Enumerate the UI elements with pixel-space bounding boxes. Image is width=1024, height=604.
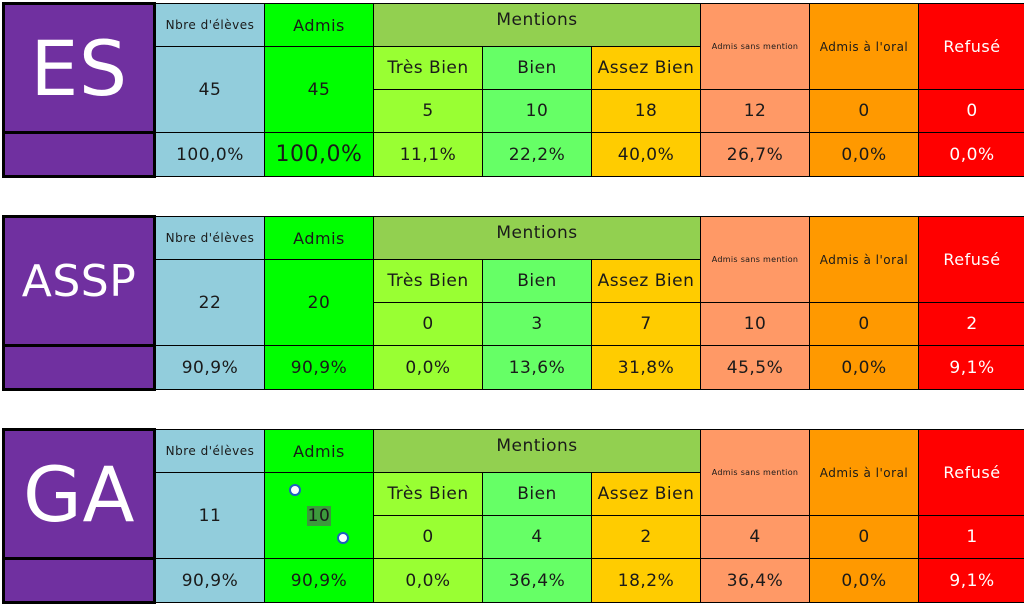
percent-sans-mention: 36,4% [700,558,811,603]
percent-sans-mention: 26,7% [700,132,811,177]
selected-text-box[interactable]: 10 [288,483,350,544]
header-admis: Admis [264,429,374,473]
count-oral: 0 [809,302,920,346]
header-nb-eleves: Nbre d'élèves [154,216,265,260]
stream-name: GA [23,449,135,539]
count-refuse: 2 [918,302,1024,346]
count-sans-mention: 12 [700,89,811,133]
stream-name-cell-bottom [2,132,156,178]
header-mentions: Mentions [372,216,702,260]
stream-name: ASSP [21,255,137,307]
count-admis: 45 [264,46,374,133]
count-admis: 20 [264,259,374,346]
percent-eleves: 90,9% [154,558,265,603]
resize-handle-top-left[interactable] [288,483,301,496]
percent-tres-bien: 11,1% [373,132,483,177]
count-eleves: 11 [154,472,265,559]
header-tres-bien: Très Bien [373,472,483,516]
percent-bien: 36,4% [482,558,592,603]
percent-oral: 0,0% [809,132,920,177]
count-oral: 0 [809,89,920,133]
header-assez-bien: Assez Bien [590,46,702,90]
percent-assez-bien: 31,8% [590,345,702,390]
header-bien: Bien [482,46,592,90]
percent-admis: 90,9% [264,558,374,603]
count-admis-cell[interactable]: 10 [264,472,374,559]
count-refuse: 1 [918,515,1024,559]
header-refuse: Refusé [918,3,1024,90]
count-tres-bien: 5 [373,89,483,133]
header-refuse: Refusé [918,429,1024,516]
header-admis: Admis [264,216,374,260]
count-sans-mention: 10 [700,302,811,346]
header-admis-oral: Admis à l'oral [809,216,920,303]
percent-assez-bien: 18,2% [590,558,702,603]
header-tres-bien: Très Bien [373,259,483,303]
percent-bien: 22,2% [482,132,592,177]
count-refuse: 0 [918,89,1024,133]
percent-bien: 13,6% [482,345,592,390]
results-table-ga: GA Nbre d'élèves Admis Mentions Admis sa… [2,428,1024,604]
resize-handle-bottom-right[interactable] [337,531,350,544]
percent-tres-bien: 0,0% [373,558,483,603]
header-mentions: Mentions [372,3,702,47]
header-assez-bien: Assez Bien [590,259,702,303]
header-bien: Bien [482,259,592,303]
percent-refuse: 0,0% [918,132,1024,177]
count-eleves: 22 [154,259,265,346]
percent-eleves: 90,9% [154,345,265,390]
count-eleves: 45 [154,46,265,133]
results-table-es: ES Nbre d'élèves Admis Mentions Admis sa… [2,2,1024,178]
stream-name-cell-bottom [2,345,156,391]
header-bien: Bien [482,472,592,516]
stream-name: ES [30,23,128,113]
percent-eleves: 100,0% [154,132,265,177]
header-admis-sans-mention: Admis sans mention [700,216,811,303]
percent-admis: 100,0% [264,132,374,177]
stream-name-cell: ES [2,2,156,134]
count-sans-mention: 4 [700,515,811,559]
count-assez-bien: 2 [590,515,702,559]
percent-admis: 90,9% [264,345,374,390]
header-admis-sans-mention: Admis sans mention [700,3,811,90]
stream-name-cell: GA [2,428,156,560]
count-bien: 3 [482,302,592,346]
percent-tres-bien: 0,0% [373,345,483,390]
percent-oral: 0,0% [809,345,920,390]
results-table-assp: ASSP Nbre d'élèves Admis Mentions Admis … [2,215,1024,391]
header-tres-bien: Très Bien [373,46,483,90]
percent-assez-bien: 40,0% [590,132,702,177]
count-bien: 10 [482,89,592,133]
header-refuse: Refusé [918,216,1024,303]
percent-refuse: 9,1% [918,345,1024,390]
header-admis: Admis [264,3,374,47]
percent-refuse: 9,1% [918,558,1024,603]
percent-oral: 0,0% [809,558,920,603]
header-admis-oral: Admis à l'oral [809,3,920,90]
stream-name-cell: ASSP [2,215,156,347]
header-assez-bien: Assez Bien [590,472,702,516]
count-tres-bien: 0 [373,302,483,346]
count-oral: 0 [809,515,920,559]
percent-sans-mention: 45,5% [700,345,811,390]
count-assez-bien: 18 [590,89,702,133]
count-admis[interactable]: 10 [306,505,332,526]
header-mentions: Mentions [372,429,702,473]
count-assez-bien: 7 [590,302,702,346]
header-nb-eleves: Nbre d'élèves [154,429,265,473]
header-nb-eleves: Nbre d'élèves [154,3,265,47]
stream-name-cell-bottom [2,558,156,604]
header-admis-oral: Admis à l'oral [809,429,920,516]
count-bien: 4 [482,515,592,559]
header-admis-sans-mention: Admis sans mention [700,429,811,516]
count-tres-bien: 0 [373,515,483,559]
